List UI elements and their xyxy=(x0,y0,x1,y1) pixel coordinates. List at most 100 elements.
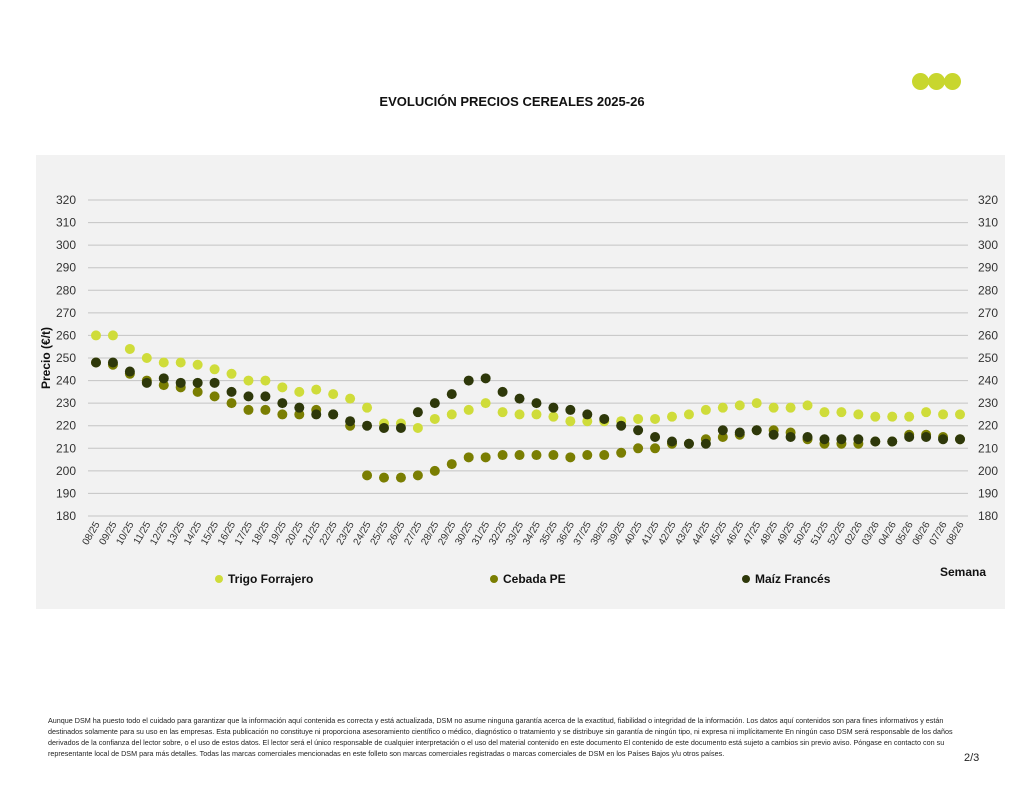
data-point-trigo-forrajero xyxy=(277,382,288,393)
data-point-trigo-forrajero xyxy=(751,398,762,409)
data-point-ma-z-franc-s xyxy=(938,434,949,445)
data-point-cebada-pe xyxy=(548,450,559,461)
data-point-trigo-forrajero xyxy=(328,389,339,400)
data-point-ma-z-franc-s xyxy=(463,375,474,386)
data-point-trigo-forrajero xyxy=(565,416,576,427)
data-point-ma-z-franc-s xyxy=(480,373,491,384)
data-point-ma-z-franc-s xyxy=(548,402,559,413)
data-point-trigo-forrajero xyxy=(819,407,830,418)
data-point-trigo-forrajero xyxy=(700,404,711,415)
chart-panel: 180 180 190 190 200 200 210 210 220 220 230 230 240 2… xyxy=(36,155,1005,609)
data-point-ma-z-franc-s xyxy=(328,409,339,420)
data-point-ma-z-franc-s xyxy=(853,434,864,445)
data-point-ma-z-franc-s xyxy=(582,409,593,420)
data-point-trigo-forrajero xyxy=(260,375,271,386)
data-point-ma-z-franc-s xyxy=(345,416,356,427)
data-point-ma-z-franc-s xyxy=(243,391,254,402)
data-point-ma-z-franc-s xyxy=(683,438,694,449)
y-tick-label-left: 270 xyxy=(56,306,76,320)
y-tick-label-right: 180 xyxy=(978,509,998,523)
data-point-ma-z-franc-s xyxy=(175,377,186,388)
data-point-trigo-forrajero xyxy=(717,402,728,413)
data-point-ma-z-franc-s xyxy=(209,377,220,388)
data-point-ma-z-franc-s xyxy=(531,398,542,409)
chart-svg: 180 180 190 190 200 200 210 210 220 220 230 230 240 2… xyxy=(39,193,998,586)
data-point-trigo-forrajero xyxy=(785,402,796,413)
dsm-logo xyxy=(912,73,961,90)
x-axis-label: Semana xyxy=(940,565,986,579)
data-point-ma-z-franc-s xyxy=(565,404,576,415)
data-point-cebada-pe xyxy=(362,470,373,481)
data-point-ma-z-franc-s xyxy=(497,386,508,397)
data-point-trigo-forrajero xyxy=(921,407,932,418)
data-point-ma-z-franc-s xyxy=(379,422,389,433)
data-point-trigo-forrajero xyxy=(362,402,373,413)
y-tick-label-left: 260 xyxy=(56,328,76,342)
data-point-ma-z-franc-s xyxy=(633,425,644,436)
data-point-trigo-forrajero xyxy=(938,409,949,420)
data-point-cebada-pe xyxy=(633,443,644,454)
y-tick-label-left: 220 xyxy=(56,419,76,433)
data-point-ma-z-franc-s xyxy=(158,373,169,384)
data-point-ma-z-franc-s xyxy=(700,438,711,449)
data-point-ma-z-franc-s xyxy=(751,425,762,436)
data-point-cebada-pe xyxy=(226,398,237,409)
y-tick-label-left: 300 xyxy=(56,238,76,252)
data-point-cebada-pe xyxy=(209,391,220,402)
y-tick-label-left: 280 xyxy=(56,283,76,297)
data-point-ma-z-franc-s xyxy=(226,386,237,397)
data-point-trigo-forrajero xyxy=(836,407,847,418)
data-point-cebada-pe xyxy=(446,459,457,470)
data-point-cebada-pe xyxy=(616,447,627,458)
data-point-trigo-forrajero xyxy=(853,409,864,420)
y-tick-label-right: 220 xyxy=(978,419,998,433)
y-tick-label-left: 210 xyxy=(56,441,76,455)
y-tick-label-left: 250 xyxy=(56,351,76,365)
data-point-ma-z-franc-s xyxy=(362,420,373,431)
data-point-trigo-forrajero xyxy=(311,384,322,395)
data-point-trigo-forrajero xyxy=(870,411,881,422)
y-tick-label-right: 290 xyxy=(978,261,998,275)
data-point-ma-z-franc-s xyxy=(107,357,118,368)
data-point-ma-z-franc-s xyxy=(91,357,101,368)
data-point-trigo-forrajero xyxy=(192,359,203,370)
data-point-trigo-forrajero xyxy=(345,393,356,404)
y-tick-label-right: 320 xyxy=(978,193,998,207)
data-point-trigo-forrajero xyxy=(667,411,677,422)
page-number: 2/3 xyxy=(964,752,980,764)
data-point-cebada-pe xyxy=(243,404,254,415)
data-point-trigo-forrajero xyxy=(802,400,813,411)
data-point-ma-z-franc-s xyxy=(870,436,881,447)
legend-marker xyxy=(490,575,498,583)
data-point-cebada-pe xyxy=(463,452,474,463)
data-point-trigo-forrajero xyxy=(768,402,779,413)
data-point-cebada-pe xyxy=(412,470,423,481)
data-point-ma-z-franc-s xyxy=(955,434,965,445)
data-point-trigo-forrajero xyxy=(955,409,965,420)
data-point-ma-z-franc-s xyxy=(785,432,796,442)
data-point-trigo-forrajero xyxy=(294,386,305,397)
data-point-trigo-forrajero xyxy=(633,413,644,424)
data-point-trigo-forrajero xyxy=(548,411,559,422)
data-point-ma-z-franc-s xyxy=(260,391,271,402)
data-point-ma-z-franc-s xyxy=(802,432,813,442)
y-tick-label-right: 210 xyxy=(978,441,998,455)
data-point-trigo-forrajero xyxy=(243,375,254,386)
y-tick-label-right: 270 xyxy=(978,306,998,320)
y-tick-label-right: 190 xyxy=(978,486,998,500)
data-point-cebada-pe xyxy=(582,450,593,461)
legend-marker xyxy=(742,575,750,583)
y-tick-label-left: 310 xyxy=(56,216,76,230)
y-tick-label-left: 180 xyxy=(56,509,76,523)
data-point-trigo-forrajero xyxy=(463,404,474,415)
y-tick-label-right: 300 xyxy=(978,238,998,252)
y-tick-label-right: 250 xyxy=(978,351,998,365)
y-axis-label: Precio (€/t) xyxy=(39,327,53,389)
data-point-ma-z-franc-s xyxy=(412,407,423,418)
data-point-ma-z-franc-s xyxy=(311,409,322,420)
chart-title: EVOLUCIÓN PRECIOS CEREALES 2025-26 xyxy=(379,94,645,109)
data-point-ma-z-franc-s xyxy=(734,427,745,438)
legend-label: Cebada PE xyxy=(503,572,566,586)
data-point-trigo-forrajero xyxy=(531,409,542,420)
data-point-cebada-pe xyxy=(379,472,389,483)
